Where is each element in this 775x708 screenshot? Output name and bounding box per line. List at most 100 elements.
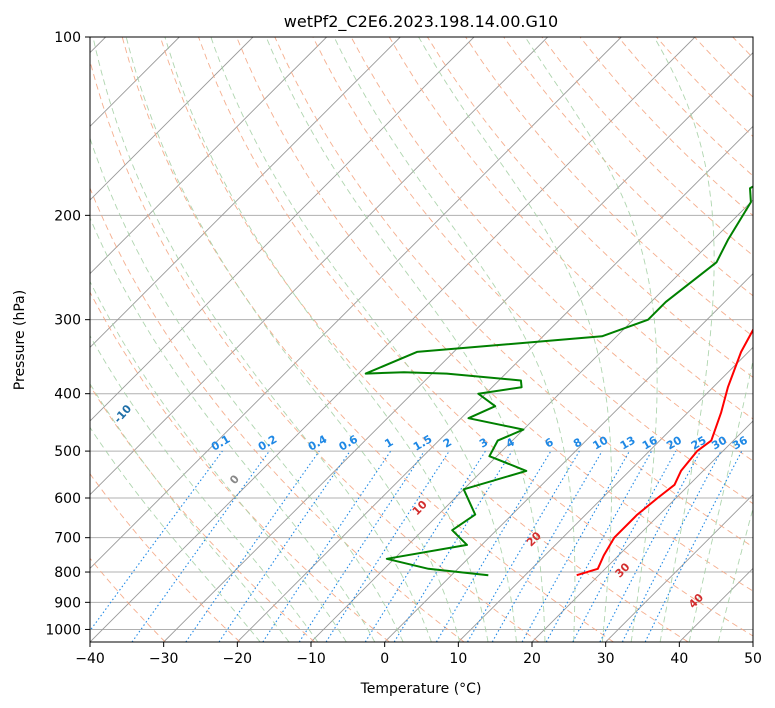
mixing-ratio-label: 0.4	[306, 432, 330, 453]
chart-title: wetPf2_C2E6.2023.198.14.00.G10	[284, 12, 558, 32]
moist-adiabat-label: 20	[524, 529, 544, 549]
mixing-ratio-line	[545, 450, 653, 642]
mixing-ratio-label: 1	[382, 436, 395, 451]
dry-adiabat-line	[90, 59, 540, 642]
moist-adiabat-line	[90, 334, 319, 642]
mixing-ratio-line	[364, 450, 486, 642]
mixing-ratio-label: 0.6	[337, 432, 361, 453]
mixing-ratio-label: 13	[618, 434, 638, 453]
moist-adiabat-line	[210, 37, 517, 642]
x-tick-label: 40	[670, 651, 688, 667]
moist-adiabat-line	[524, 37, 658, 642]
moist-adiabat-line	[90, 426, 261, 642]
dry-adiabat-line	[90, 291, 390, 642]
moist-adiabat-label: 10	[410, 498, 430, 518]
y-tick-label: 200	[54, 208, 81, 224]
isotherm-line	[90, 37, 401, 348]
moist-adiabat-line	[92, 37, 432, 642]
y-tick-label: 500	[54, 444, 81, 460]
x-tick-label: −10	[296, 651, 326, 667]
dry-adiabat-line	[503, 37, 753, 297]
mixing-ratio-line	[393, 450, 513, 642]
mixing-ratio-label: 0.2	[256, 433, 279, 454]
mixing-ratio-line	[521, 450, 630, 642]
dry-adiabat-line	[388, 37, 753, 420]
y-tick-label: 900	[54, 595, 81, 611]
isotherm-line	[679, 567, 753, 642]
isotherm-line	[90, 37, 548, 496]
y-tick-label: 300	[54, 313, 81, 329]
dry-adiabat-line	[121, 37, 614, 642]
temperature-trace	[576, 327, 753, 577]
isotherm-line	[458, 346, 753, 642]
dry-adiabat-lines	[90, 37, 775, 642]
mixing-ratio-line	[131, 450, 270, 642]
moist-adiabat-line	[164, 37, 489, 642]
dry-adiabat-line	[90, 384, 315, 642]
dry-adiabat-line	[90, 473, 241, 642]
moist-adiabat-line	[653, 37, 715, 642]
moist-adiabat-line	[717, 506, 753, 642]
y-tick-label: 600	[54, 491, 81, 507]
x-tick-label: 50	[744, 651, 762, 667]
pressure-gridlines	[90, 37, 753, 630]
dry-adiabat-line	[198, 37, 753, 637]
mixing-ratio-line	[262, 450, 392, 642]
isotherm-line	[531, 420, 753, 642]
y-tick-label: 700	[54, 531, 81, 547]
x-tick-label: −30	[149, 651, 179, 667]
y-tick-label: 100	[54, 30, 81, 46]
x-tick-label: 30	[597, 651, 615, 667]
x-tick-label: 0	[380, 651, 389, 667]
dry-adiabat-line	[465, 37, 753, 337]
moist-adiabat-line	[90, 216, 376, 642]
y-tick-label: 400	[54, 387, 81, 403]
y-axis-ticks: 100 200 300 400 500 600 700 800 900 1000	[45, 30, 90, 638]
moist-adiabat-line	[90, 383, 290, 642]
isotherm-line	[163, 52, 753, 642]
isotherm-lines	[90, 37, 753, 642]
mixing-ratio-line	[185, 450, 320, 642]
mixing-ratio-line	[298, 450, 425, 642]
dry-adiabat-line	[274, 37, 753, 548]
mixing-ratio-label: 3	[477, 436, 490, 451]
isotherm-line	[605, 494, 753, 642]
x-tick-label: −40	[75, 651, 105, 667]
mixing-ratio-label: 0.1	[209, 433, 232, 454]
mixing-ratio-label: 36	[730, 433, 750, 452]
mixing-ratio-label: 16	[640, 433, 660, 452]
moist-adiabat-line	[265, 37, 546, 642]
dry-adiabat-line	[427, 37, 753, 378]
x-tick-label: 20	[523, 651, 541, 667]
moist-adiabat-label: 40	[686, 591, 706, 611]
isotherm-line	[90, 37, 696, 642]
mixing-ratio-line	[90, 450, 223, 632]
y-tick-label: 1000	[45, 622, 81, 638]
mixing-ratio-label: 2	[441, 436, 454, 451]
isotherm-line	[90, 37, 327, 275]
dry-adiabat-line	[732, 37, 753, 59]
dry-adiabat-line	[159, 37, 689, 642]
isotherm-line	[90, 37, 254, 201]
dry-adiabat-line	[771, 37, 775, 642]
y-tick-label: 800	[54, 565, 81, 581]
isotherm-line	[310, 199, 753, 642]
moist-adiabat-line	[90, 136, 404, 642]
moist-adiabat-label: 30	[613, 560, 633, 580]
dry-adiabat-label: 0	[227, 472, 242, 487]
mixing-ratio-label: 10	[591, 433, 611, 452]
dry-adiabat-line	[90, 186, 465, 642]
isotherm-line	[384, 273, 753, 642]
moist-adiabat-line	[418, 37, 613, 642]
mixing-ratio-line	[621, 450, 722, 642]
mixing-ratio-line	[572, 450, 677, 642]
dry-adiabat-line	[541, 37, 753, 257]
x-tick-label: −20	[223, 651, 253, 667]
plot-area: 0.10.20.40.611.52346810131620253036-100-…	[90, 37, 775, 642]
mixing-ratio-line	[325, 450, 450, 642]
mixing-ratio-line	[644, 450, 743, 642]
mixing-ratio-label: 20	[664, 433, 684, 452]
dewpoint-trace	[364, 185, 753, 577]
mixing-ratio-label: 8	[571, 436, 584, 451]
